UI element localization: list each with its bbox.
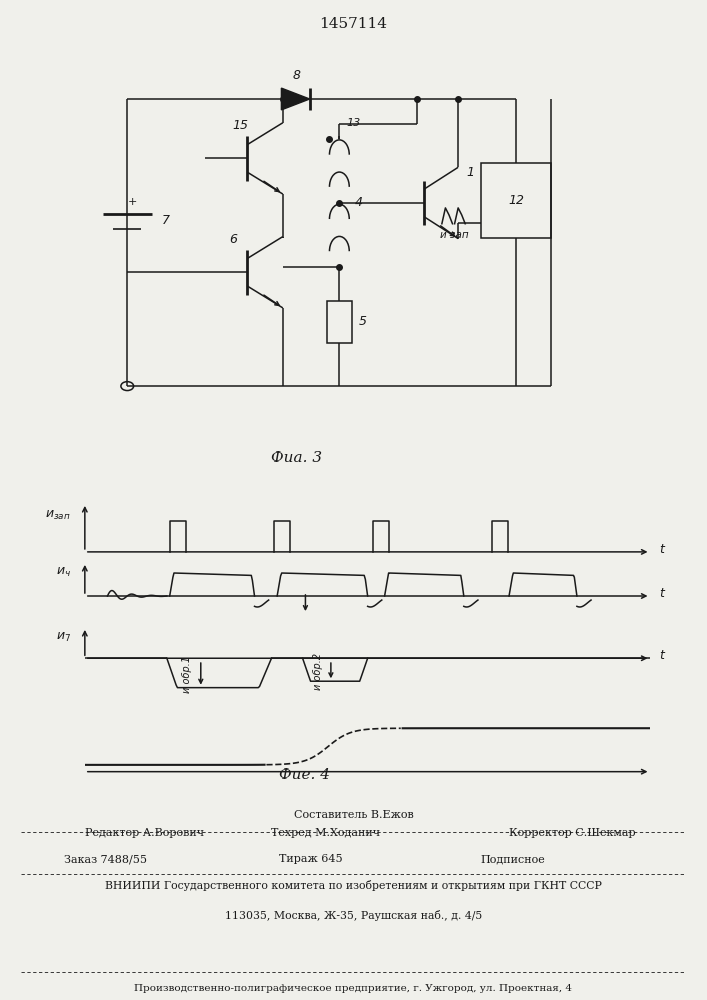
Text: 8: 8 xyxy=(293,69,301,82)
Text: и$_ч$: и$_ч$ xyxy=(56,566,71,579)
Text: +: + xyxy=(128,197,138,207)
Text: Заказ 7488/55: Заказ 7488/55 xyxy=(64,854,146,864)
Text: Тираж 645: Тираж 645 xyxy=(279,854,343,864)
Text: и обр.1: и обр.1 xyxy=(182,656,192,693)
Text: t: t xyxy=(659,543,664,556)
Text: и зап: и зап xyxy=(440,230,469,240)
Text: 4: 4 xyxy=(355,196,363,209)
Text: 13: 13 xyxy=(346,118,361,128)
Text: 5: 5 xyxy=(359,315,367,328)
Text: Составитель В.Ежов: Составитель В.Ежов xyxy=(293,810,414,820)
Text: Фиа. 3: Фиа. 3 xyxy=(271,451,322,465)
Text: 113035, Москва, Ж-35, Раушская наб., д. 4/5: 113035, Москва, Ж-35, Раушская наб., д. … xyxy=(225,910,482,921)
Text: 15: 15 xyxy=(233,119,248,132)
Text: Редактор А.Ворович: Редактор А.Ворович xyxy=(85,828,204,838)
Text: 1: 1 xyxy=(467,166,474,179)
Text: Производственно-полиграфическое предприятие, г. Ужгород, ул. Проектная, 4: Производственно-полиграфическое предприя… xyxy=(134,984,573,993)
Bar xyxy=(327,301,352,343)
Text: t: t xyxy=(659,587,664,600)
Text: и$_{зап}$: и$_{зап}$ xyxy=(45,509,71,522)
Text: Фие. 4: Фие. 4 xyxy=(279,768,329,782)
Text: и$_7$: и$_7$ xyxy=(56,631,71,644)
Text: Техред М.Ходанич: Техред М.Ходанич xyxy=(271,828,380,838)
Text: t: t xyxy=(659,649,664,662)
Text: 12: 12 xyxy=(508,194,524,207)
Text: 6: 6 xyxy=(229,233,238,246)
Text: Корректор С.Шекмар: Корректор С.Шекмар xyxy=(509,828,636,838)
Text: 7: 7 xyxy=(162,214,170,227)
Text: 1457114: 1457114 xyxy=(320,17,387,31)
Bar xyxy=(481,163,551,238)
Text: ВНИИПИ Государственного комитета по изобретениям и открытиям при ГКНТ СССР: ВНИИПИ Государственного комитета по изоб… xyxy=(105,880,602,891)
Text: и обр.2: и обр.2 xyxy=(312,653,323,690)
Text: Подписное: Подписное xyxy=(481,854,546,864)
Polygon shape xyxy=(281,88,310,110)
